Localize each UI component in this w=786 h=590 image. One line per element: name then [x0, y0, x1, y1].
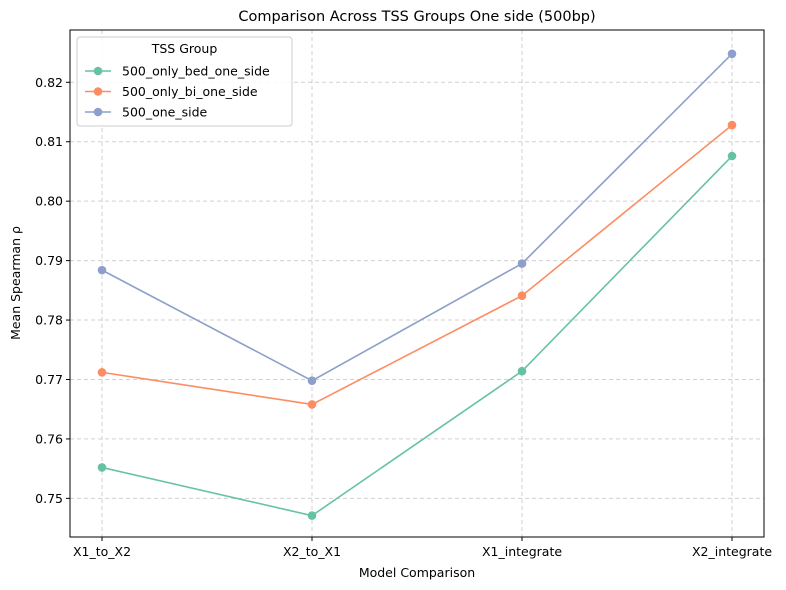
y-tick-label: 0.80 [35, 194, 63, 209]
legend-box [76, 36, 293, 127]
y-tick-label: 0.82 [35, 75, 63, 90]
data-point [307, 511, 317, 520]
legend-item: 500_only_bi_one_side [85, 84, 258, 99]
data-point [727, 151, 737, 161]
data-point [727, 120, 737, 130]
legend-marker [93, 107, 103, 117]
data-point [727, 49, 737, 59]
y-tick-label: 0.79 [35, 253, 63, 268]
y-axis: 0.75 0.76 0.77 0.78 0.79 0.80 0.81 0.82 [35, 75, 70, 506]
y-tick-label: 0.78 [35, 313, 63, 328]
legend-marker [93, 87, 103, 96]
x-tick-label: X2_integrate [692, 544, 772, 559]
y-tick-label: 0.75 [35, 491, 63, 506]
y-axis-label: Mean Spearman ρ [8, 226, 23, 340]
series-line [101, 124, 733, 406]
data-point [97, 368, 107, 377]
series-500_one_side [97, 49, 737, 385]
x-tick-label: X2_to_X1 [283, 544, 341, 559]
data-point [517, 259, 527, 268]
data-point [307, 376, 317, 385]
legend-marker [93, 66, 103, 76]
data-point [517, 366, 527, 376]
y-tick-label: 0.77 [35, 372, 63, 387]
legend-title: TSS Group [151, 41, 218, 56]
y-tick-label: 0.81 [35, 134, 63, 149]
x-tick-label: X1_integrate [482, 544, 562, 559]
legend-label: 500_only_bed_one_side [122, 64, 270, 79]
series-line [101, 155, 733, 517]
legend-item: 500_only_bed_one_side [85, 64, 270, 79]
legend-label: 500_one_side [122, 105, 208, 120]
x-axis: X1_to_X2 X2_to_X1 X1_integrate X2_integrate [73, 537, 772, 559]
plot-frame [69, 29, 765, 538]
series-line [101, 53, 733, 382]
y-tick-label: 0.76 [35, 431, 63, 446]
data-point [97, 463, 107, 472]
data-point [307, 400, 317, 409]
series-500_only_bi_one_side [97, 120, 737, 409]
data-point [97, 265, 107, 275]
series-layer [97, 49, 737, 520]
legend-label: 500_only_bi_one_side [122, 84, 258, 99]
legend: TSS Group 500_only_bed_one_side 500_only_… [76, 36, 293, 127]
x-tick-label: X1_to_X2 [73, 544, 131, 559]
chart-title: Comparison Across TSS Groups One side (5… [238, 9, 595, 25]
legend-item: 500_one_side [85, 105, 208, 120]
series-500_only_bed_one_side [97, 151, 737, 520]
x-axis-label: Model Comparison [359, 565, 475, 580]
data-point [517, 291, 527, 300]
